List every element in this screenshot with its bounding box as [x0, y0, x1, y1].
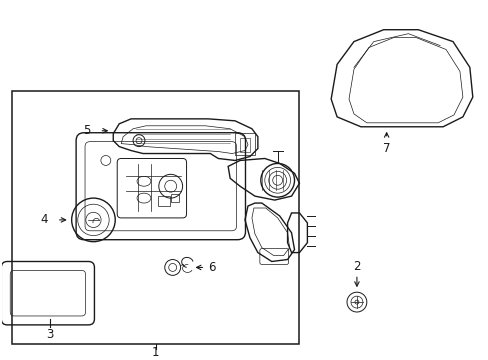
Text: 5: 5 — [82, 124, 90, 137]
Text: 3: 3 — [46, 328, 54, 341]
Text: 1: 1 — [152, 346, 159, 359]
Text: 2: 2 — [352, 260, 360, 273]
Bar — [12, 91, 299, 344]
Bar — [170, 194, 178, 202]
Text: 6: 6 — [208, 261, 216, 274]
Bar — [158, 196, 169, 206]
Text: 7: 7 — [382, 142, 389, 155]
Text: 4: 4 — [40, 213, 47, 226]
Bar — [240, 138, 249, 152]
